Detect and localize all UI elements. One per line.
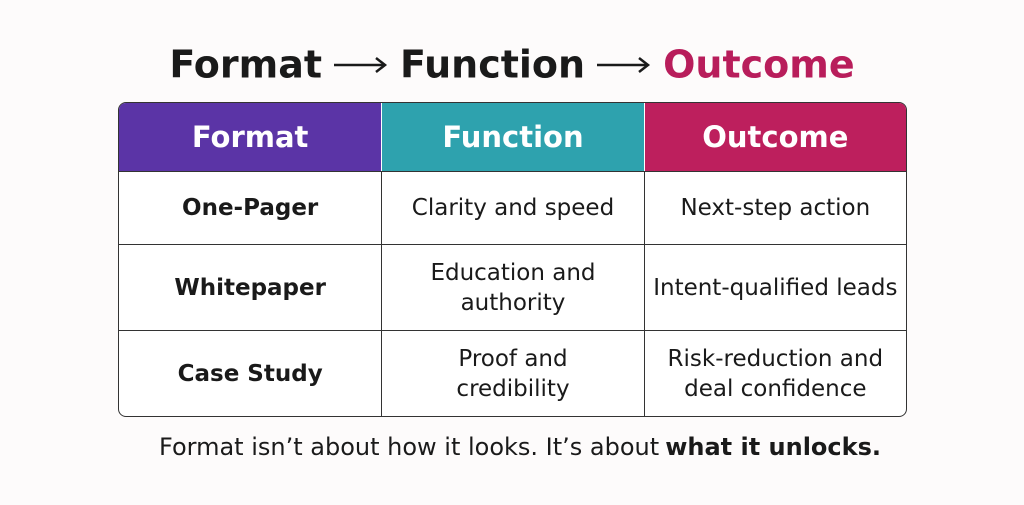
table-cell: Intent-qualified leads — [643, 244, 906, 330]
title: Format Function Outcome — [0, 40, 1024, 87]
table: Format Function Outcome One-Pager Clarity an… — [118, 102, 907, 417]
header-cell: Format — [119, 103, 382, 171]
table-cell: Education and authority — [381, 244, 644, 330]
header-row: Format Function Outcome — [119, 103, 906, 171]
header-cell: Function — [381, 103, 644, 171]
title-part: Format — [169, 42, 323, 87]
table-cell: Next-step action — [643, 171, 906, 244]
table-cell: Case Study — [119, 330, 382, 416]
title-part: Function — [400, 42, 586, 87]
footer-emphasis: what it unlocks. — [665, 433, 881, 461]
table-row: Case Study Proof and credibility Risk-redu… — [119, 330, 906, 416]
table-row: One-Pager Clarity and speed Next-step acti… — [119, 171, 906, 244]
title-part: Outcome — [663, 42, 855, 87]
table-cell: Whitepaper — [119, 244, 382, 330]
footer: Format isn’t about how it looks. It’s ab… — [0, 433, 1024, 461]
table-cell: One-Pager — [119, 171, 382, 244]
table-cell: Risk-reduction and deal confidence — [643, 330, 906, 416]
table-cell: Proof and credibility — [381, 330, 644, 416]
footer-text: Format isn’t about how it looks. It’s ab… — [159, 433, 660, 461]
arrow — [597, 56, 651, 73]
arrow — [334, 56, 388, 73]
table-cell: Clarity and speed — [381, 171, 644, 244]
table-row: Whitepaper Education and authority Intent-… — [119, 244, 906, 330]
header-cell: Outcome — [643, 103, 906, 171]
